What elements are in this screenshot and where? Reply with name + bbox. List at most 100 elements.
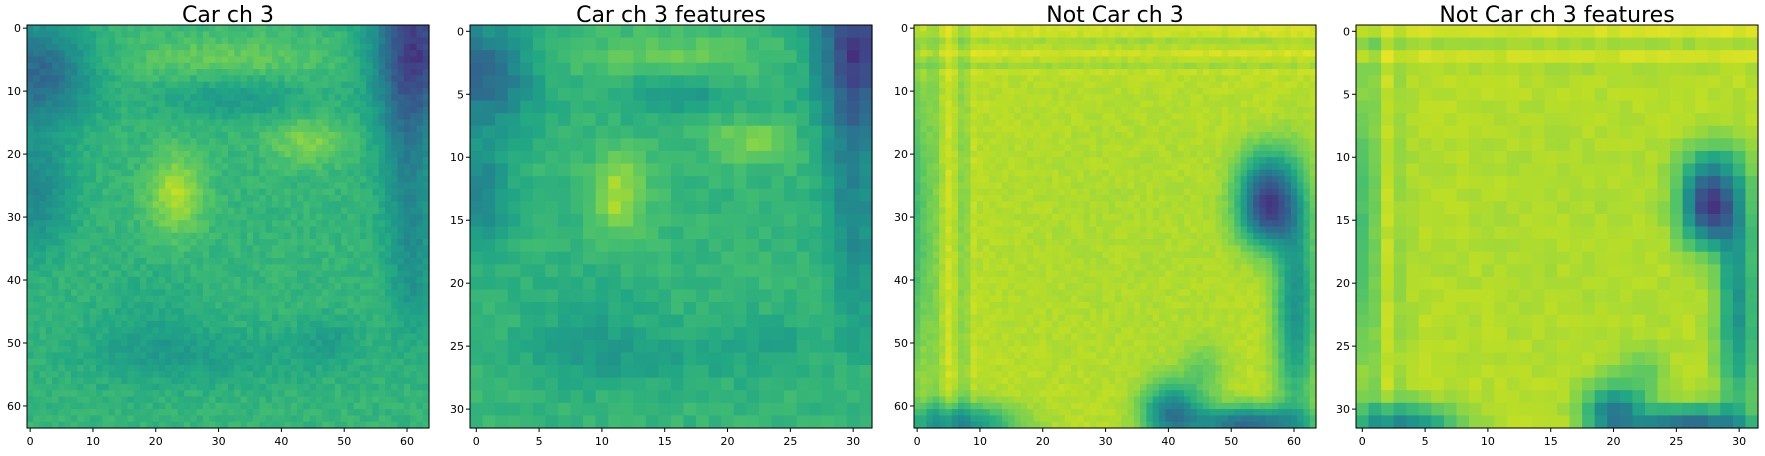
heatmap-cell bbox=[222, 233, 229, 240]
heatmap-cell bbox=[253, 214, 260, 221]
heatmap-cell bbox=[372, 359, 379, 366]
heatmap-cell bbox=[278, 352, 285, 359]
heatmap-cell bbox=[379, 25, 386, 32]
heatmap-cell bbox=[385, 327, 392, 334]
heatmap-cell bbox=[385, 359, 392, 366]
heatmap-cell bbox=[391, 315, 398, 322]
heatmap-cell bbox=[146, 220, 153, 227]
heatmap-cell bbox=[40, 403, 47, 410]
heatmap-cell bbox=[96, 94, 103, 101]
heatmap-cell bbox=[109, 189, 116, 196]
heatmap-cell bbox=[329, 145, 336, 152]
heatmap-cell bbox=[190, 403, 197, 410]
heatmap-cell bbox=[52, 38, 59, 45]
heatmap-cell bbox=[27, 239, 34, 246]
heatmap-cell bbox=[46, 164, 53, 171]
heatmap-cell bbox=[146, 371, 153, 378]
heatmap-cell bbox=[128, 277, 135, 284]
heatmap-cell bbox=[184, 239, 191, 246]
heatmap-cell bbox=[372, 245, 379, 252]
heatmap-cell bbox=[385, 233, 392, 240]
heatmap-cell bbox=[379, 220, 386, 227]
heatmap-cell bbox=[90, 409, 97, 416]
heatmap-cell bbox=[222, 145, 229, 152]
heatmap-cell bbox=[366, 38, 373, 45]
heatmap-cell bbox=[247, 88, 254, 95]
heatmap-cell bbox=[90, 283, 97, 290]
heatmap-cell bbox=[684, 138, 697, 151]
heatmap-cell bbox=[709, 25, 722, 38]
heatmap-cell bbox=[228, 321, 235, 328]
heatmap-cell bbox=[847, 126, 860, 139]
heatmap-cell bbox=[272, 31, 279, 38]
heatmap-cell bbox=[646, 302, 659, 315]
heatmap-cell bbox=[372, 308, 379, 315]
heatmap-cell bbox=[153, 69, 160, 76]
heatmap-cell bbox=[102, 334, 109, 341]
heatmap-cell bbox=[190, 264, 197, 271]
heatmap-cell bbox=[822, 126, 835, 139]
heatmap-cell bbox=[310, 227, 317, 234]
heatmap-cell bbox=[322, 63, 329, 70]
heatmap-cell bbox=[65, 101, 72, 108]
heatmap-cell bbox=[165, 239, 172, 246]
heatmap-cell bbox=[495, 239, 508, 252]
heatmap-cell bbox=[140, 296, 147, 303]
heatmap-cell bbox=[96, 415, 103, 422]
heatmap-cell bbox=[347, 227, 354, 234]
heatmap-cell bbox=[140, 50, 147, 57]
heatmap-cell bbox=[303, 390, 310, 397]
heatmap-cell bbox=[184, 151, 191, 158]
heatmap-cell bbox=[347, 63, 354, 70]
heatmap-cell bbox=[247, 415, 254, 422]
heatmap-cell bbox=[398, 239, 405, 246]
heatmap-cell bbox=[234, 75, 241, 82]
heatmap-cell bbox=[784, 176, 797, 189]
heatmap-cell bbox=[228, 233, 235, 240]
heatmap-cell bbox=[153, 31, 160, 38]
heatmap-cell bbox=[209, 208, 216, 215]
heatmap-cell bbox=[621, 25, 634, 38]
heatmap-cell bbox=[171, 75, 178, 82]
heatmap-cell bbox=[822, 189, 835, 202]
heatmap-cell bbox=[134, 170, 141, 177]
heatmap-cell bbox=[341, 409, 348, 416]
heatmap-cell bbox=[360, 126, 367, 133]
heatmap-cell bbox=[341, 346, 348, 353]
heatmap-cell bbox=[360, 239, 367, 246]
heatmap-cell bbox=[197, 44, 204, 51]
heatmap-cell bbox=[470, 25, 483, 38]
heatmap-cell bbox=[372, 113, 379, 120]
heatmap-cell bbox=[354, 88, 361, 95]
heatmap-cell bbox=[322, 403, 329, 410]
heatmap-cell bbox=[134, 289, 141, 296]
heatmap-cell bbox=[316, 69, 323, 76]
heatmap-cell bbox=[391, 390, 398, 397]
heatmap-cell bbox=[278, 258, 285, 265]
heatmap-cell bbox=[27, 56, 34, 63]
heatmap-cell bbox=[90, 170, 97, 177]
heatmap-cell bbox=[297, 201, 304, 208]
heatmap-cell bbox=[385, 283, 392, 290]
heatmap-cell bbox=[65, 239, 72, 246]
heatmap-cell bbox=[834, 227, 847, 240]
heatmap-cell bbox=[96, 321, 103, 328]
heatmap-cell bbox=[533, 264, 546, 277]
heatmap-cell bbox=[178, 119, 185, 126]
heatmap-cell bbox=[684, 340, 697, 353]
heatmap-cell bbox=[33, 384, 40, 391]
heatmap-cell bbox=[297, 138, 304, 145]
heatmap-cell bbox=[33, 208, 40, 215]
heatmap-cell bbox=[140, 346, 147, 353]
heatmap-cell bbox=[40, 38, 47, 45]
heatmap-cell bbox=[266, 138, 273, 145]
heatmap-cell bbox=[96, 201, 103, 208]
heatmap-cell bbox=[52, 208, 59, 215]
heatmap-cell bbox=[84, 334, 91, 341]
heatmap-cell bbox=[391, 302, 398, 309]
heatmap-cell bbox=[146, 101, 153, 108]
heatmap-cell bbox=[809, 63, 822, 76]
heatmap-cell bbox=[797, 164, 810, 177]
heatmap-cell bbox=[128, 151, 135, 158]
heatmap-cell bbox=[215, 119, 222, 126]
